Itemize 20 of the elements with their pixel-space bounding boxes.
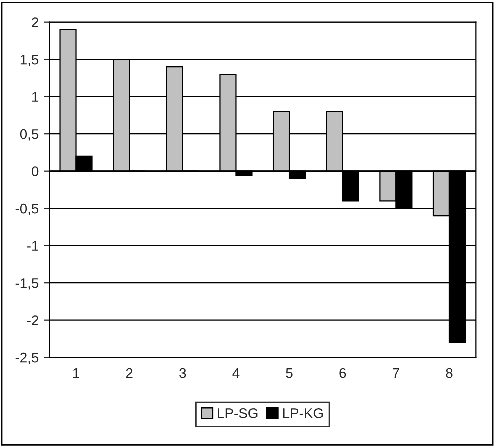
x-tick-label: 3	[180, 368, 186, 378]
x-tick-label: 5	[286, 368, 293, 378]
y-tick-label: -1,5	[16, 278, 39, 290]
y-tick-label: 1,5	[20, 55, 39, 66]
y-tick-label: -2,5	[16, 352, 39, 364]
legend-label: LP-SG	[218, 408, 258, 418]
x-tick-label: 6	[340, 368, 346, 378]
x-tick-label: 2	[126, 368, 133, 378]
y-tick-label: -1	[27, 241, 39, 251]
y-tick-label: 2	[32, 18, 38, 28]
y-tick-label: 1	[32, 92, 39, 102]
y-tick-label: -2	[27, 316, 38, 326]
x-tick-label: 4	[232, 368, 240, 378]
y-tick-label: 0,5	[20, 129, 39, 141]
legend-label: LP-KG	[283, 408, 323, 418]
x-tick-label: 7	[393, 368, 400, 378]
y-tick-label: 0	[32, 166, 39, 177]
x-tick-label: 8	[446, 368, 453, 378]
x-tick-label: 1	[73, 368, 80, 378]
y-tick-label: -0,5	[16, 204, 39, 216]
